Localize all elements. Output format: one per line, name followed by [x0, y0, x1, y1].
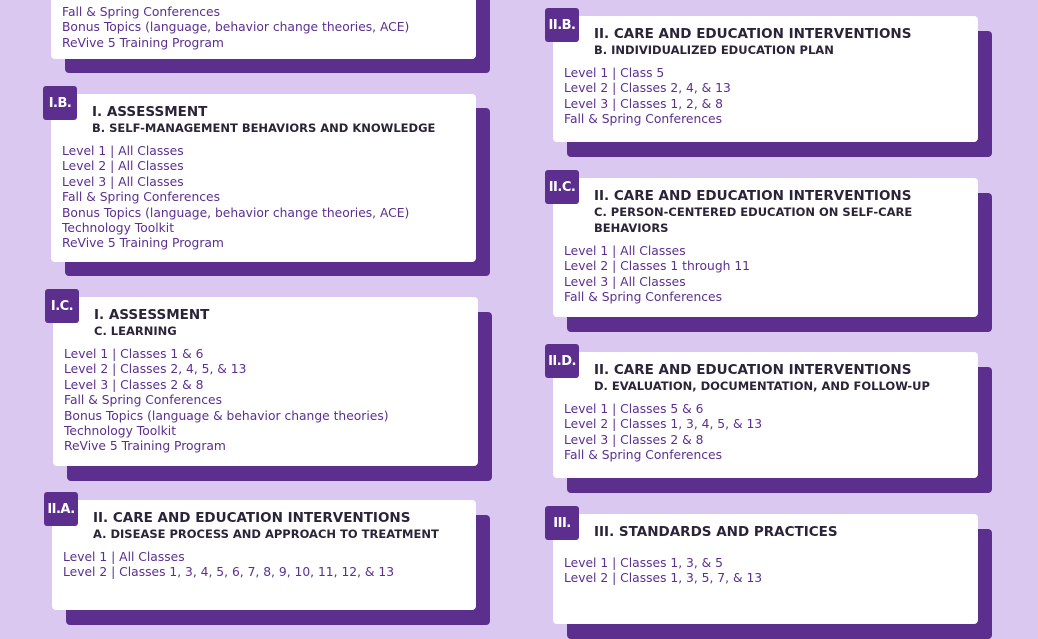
card: II.A. II. CARE AND EDUCATION INTERVENTION… — [44, 492, 476, 610]
page: Fall & Spring Conferences Bonus Topics (l… — [43, 0, 992, 639]
list-item: Level 1 | Classes 1, 3, & 5 — [564, 556, 723, 570]
card: Fall & Spring Conferences Bonus Topics (l… — [51, 0, 476, 59]
list-item: Level 2 | Classes 2, 4, 5, & 13 — [64, 362, 247, 377]
card-subheading: C. LEARNING — [94, 324, 177, 338]
list-item: Bonus Topics (language & behavior change… — [64, 408, 389, 423]
list-item: ReVive 5 Training Program — [62, 35, 224, 50]
list-item: Level 3 | All Classes — [564, 274, 686, 289]
card-heading: II. CARE AND EDUCATION INTERVENTIONS — [594, 26, 912, 42]
list-item: Level 1 | Class 5 — [564, 66, 665, 80]
list-item: ReVive 5 Training Program — [62, 236, 224, 251]
card-heading: II. CARE AND EDUCATION INTERVENTIONS — [594, 362, 912, 378]
list-item: Level 1 | Classes 1 & 6 — [64, 347, 204, 361]
card: I.C. I. ASSESSMENT C. LEARNING Level 1 | Cl… — [45, 289, 478, 466]
list-item: Level 2 | Classes 1, 3, 4, 5, 6, 7, 8, 9… — [63, 565, 395, 580]
list-item: Level 2 | Classes 1, 3, 4, 5, & 13 — [564, 417, 763, 432]
list-item: Fall & Spring Conferences — [564, 448, 722, 463]
list-item: Level 3 | Classes 1, 2, & 8 — [564, 96, 723, 111]
list-item: Level 1 | All Classes — [62, 144, 184, 158]
card: II.B. II. CARE AND EDUCATION INTERVENTION… — [545, 8, 978, 142]
list-item: Fall & Spring Conferences — [62, 4, 220, 19]
item-list: Level 1 | Classes 5 & 6 Level 2 | Classes… — [564, 402, 968, 464]
card-subheading: B. SELF-MANAGEMENT BEHAVIORS AND KNOWLED… — [92, 121, 436, 135]
card: III. III. STANDARDS AND PRACTICES Level 1 … — [545, 506, 978, 624]
list-item: ReVive 5 Training Program — [64, 439, 226, 454]
list-item: Bonus Topics (language, behavior change … — [62, 205, 410, 220]
list-item: Level 2 | All Classes — [62, 159, 184, 174]
list-item: Level 3 | Classes 2 & 8 — [64, 377, 204, 392]
card-tag: II.D. — [545, 344, 579, 378]
item-list: Level 1 | All Classes Level 2 | Classes 1… — [63, 550, 466, 581]
list-item: Level 1 | All Classes — [564, 244, 686, 258]
card-tag: I.B. — [43, 86, 77, 120]
item-list: Level 1 | Classes 1, 3, & 5 Level 2 | Cla… — [564, 556, 968, 587]
card-heading: II. CARE AND EDUCATION INTERVENTIONS — [93, 510, 411, 526]
card-heading: I. ASSESSMENT — [92, 104, 208, 120]
item-list: Level 1 | All Classes Level 2 | Classes 1… — [564, 244, 968, 306]
card-tag: II.B. — [545, 8, 579, 42]
card-subheading: B. INDIVIDUALIZED EDUCATION PLAN — [594, 43, 834, 57]
item-list: Fall & Spring Conferences Bonus Topics (l… — [62, 5, 466, 51]
list-item: Fall & Spring Conferences — [62, 190, 220, 205]
card: II.C. II. CARE AND EDUCATION INTERVENTION… — [545, 170, 978, 317]
item-list: Level 1 | All Classes Level 2 | All Class… — [62, 144, 466, 252]
card-heading: I. ASSESSMENT — [94, 307, 210, 323]
list-item: Bonus Topics (language, behavior change … — [62, 20, 410, 35]
card-tag: I.C. — [45, 289, 79, 323]
card-tag: II.A. — [44, 492, 78, 526]
list-item: Fall & Spring Conferences — [564, 112, 722, 127]
card-heading: II. CARE AND EDUCATION INTERVENTIONS — [594, 188, 912, 204]
card-subheading: A. DISEASE PROCESS AND APPROACH TO TREAT… — [93, 527, 439, 541]
list-item: Level 3 | All Classes — [62, 174, 184, 189]
card: I.B. I. ASSESSMENT B. SELF-MANAGEMENT BEHA… — [43, 86, 476, 262]
list-item: Level 2 | Classes 1, 3, 5, 7, & 13 — [564, 571, 763, 586]
list-item: Technology Toolkit — [62, 221, 175, 236]
card-subheading: D. EVALUATION, DOCUMENTATION, AND FOLLOW… — [594, 379, 930, 393]
list-item: Level 3 | Classes 2 & 8 — [564, 432, 704, 447]
card-heading: III. STANDARDS AND PRACTICES — [594, 524, 838, 540]
card: II.D. II. CARE AND EDUCATION INTERVENTION… — [545, 344, 978, 478]
card-tag: II.C. — [545, 170, 579, 204]
list-item: Level 2 | Classes 1 through 11 — [564, 259, 750, 274]
list-item: Fall & Spring Conferences — [64, 393, 222, 408]
list-item: Fall & Spring Conferences — [564, 290, 722, 305]
card-subheading: C. PERSON-CENTERED EDUCATION ON SELF-CAR… — [594, 205, 913, 235]
item-list: Level 1 | Class 5 Level 2 | Classes 2, 4,… — [564, 66, 968, 128]
list-item: Level 2 | Classes 2, 4, & 13 — [564, 81, 731, 96]
list-item: Technology Toolkit — [64, 424, 177, 439]
item-list: Level 1 | Classes 1 & 6 Level 2 | Classes… — [64, 347, 468, 455]
list-item: Level 1 | Classes 5 & 6 — [564, 402, 704, 416]
list-item: Level 1 | All Classes — [63, 550, 185, 564]
card-tag: III. — [545, 506, 579, 540]
